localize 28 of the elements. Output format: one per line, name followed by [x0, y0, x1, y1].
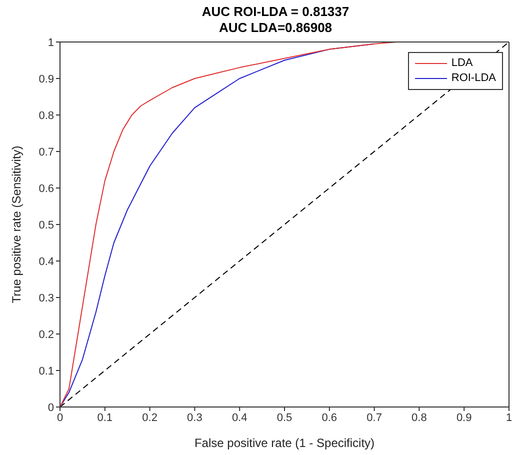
- x-tick-label: 0.8: [412, 412, 427, 424]
- x-tick-label: 0.9: [456, 412, 472, 424]
- y-tick-label: 0.2: [38, 328, 54, 341]
- y-tick-label: 0.3: [38, 292, 54, 304]
- chart-title: AUC ROI-LDA = 0.81337: [200, 4, 350, 20]
- y-tick-label: 0.6: [38, 182, 54, 195]
- y-tick-label: 0: [48, 402, 54, 414]
- x-tick-label: 0.5: [276, 412, 292, 424]
- y-tick-label: 0.4: [38, 256, 54, 268]
- x-axis-title: False positive rate (1 - Specificity): [194, 436, 375, 450]
- chart-subtitle: AUC LDA=0.86908: [218, 20, 334, 36]
- y-tick-label: 0.9: [38, 73, 54, 86]
- y-tick-label: 0.8: [38, 110, 54, 122]
- x-tick-label: 0.6: [322, 412, 338, 424]
- x-tick-label: 0: [56, 412, 64, 424]
- y-axis-title: True positive rate (Sensitivity): [9, 146, 24, 304]
- y-tick-label: 1: [48, 36, 54, 49]
- x-tick-label: 0.3: [187, 412, 202, 424]
- y-tick-label: 0.5: [38, 219, 54, 232]
- x-tick-label: 0.4: [232, 412, 248, 424]
- x-tick-label: 1: [506, 412, 512, 424]
- legend-label: ROI-LDA: [451, 71, 496, 86]
- x-tick-label: 0.7: [366, 412, 382, 424]
- legend-label: LDA: [451, 56, 473, 71]
- x-tick-label: 0.2: [142, 412, 158, 424]
- x-tick-label: 0.1: [97, 412, 113, 424]
- y-tick-label: 0.7: [38, 146, 54, 158]
- y-tick-label: 0.1: [38, 365, 54, 378]
